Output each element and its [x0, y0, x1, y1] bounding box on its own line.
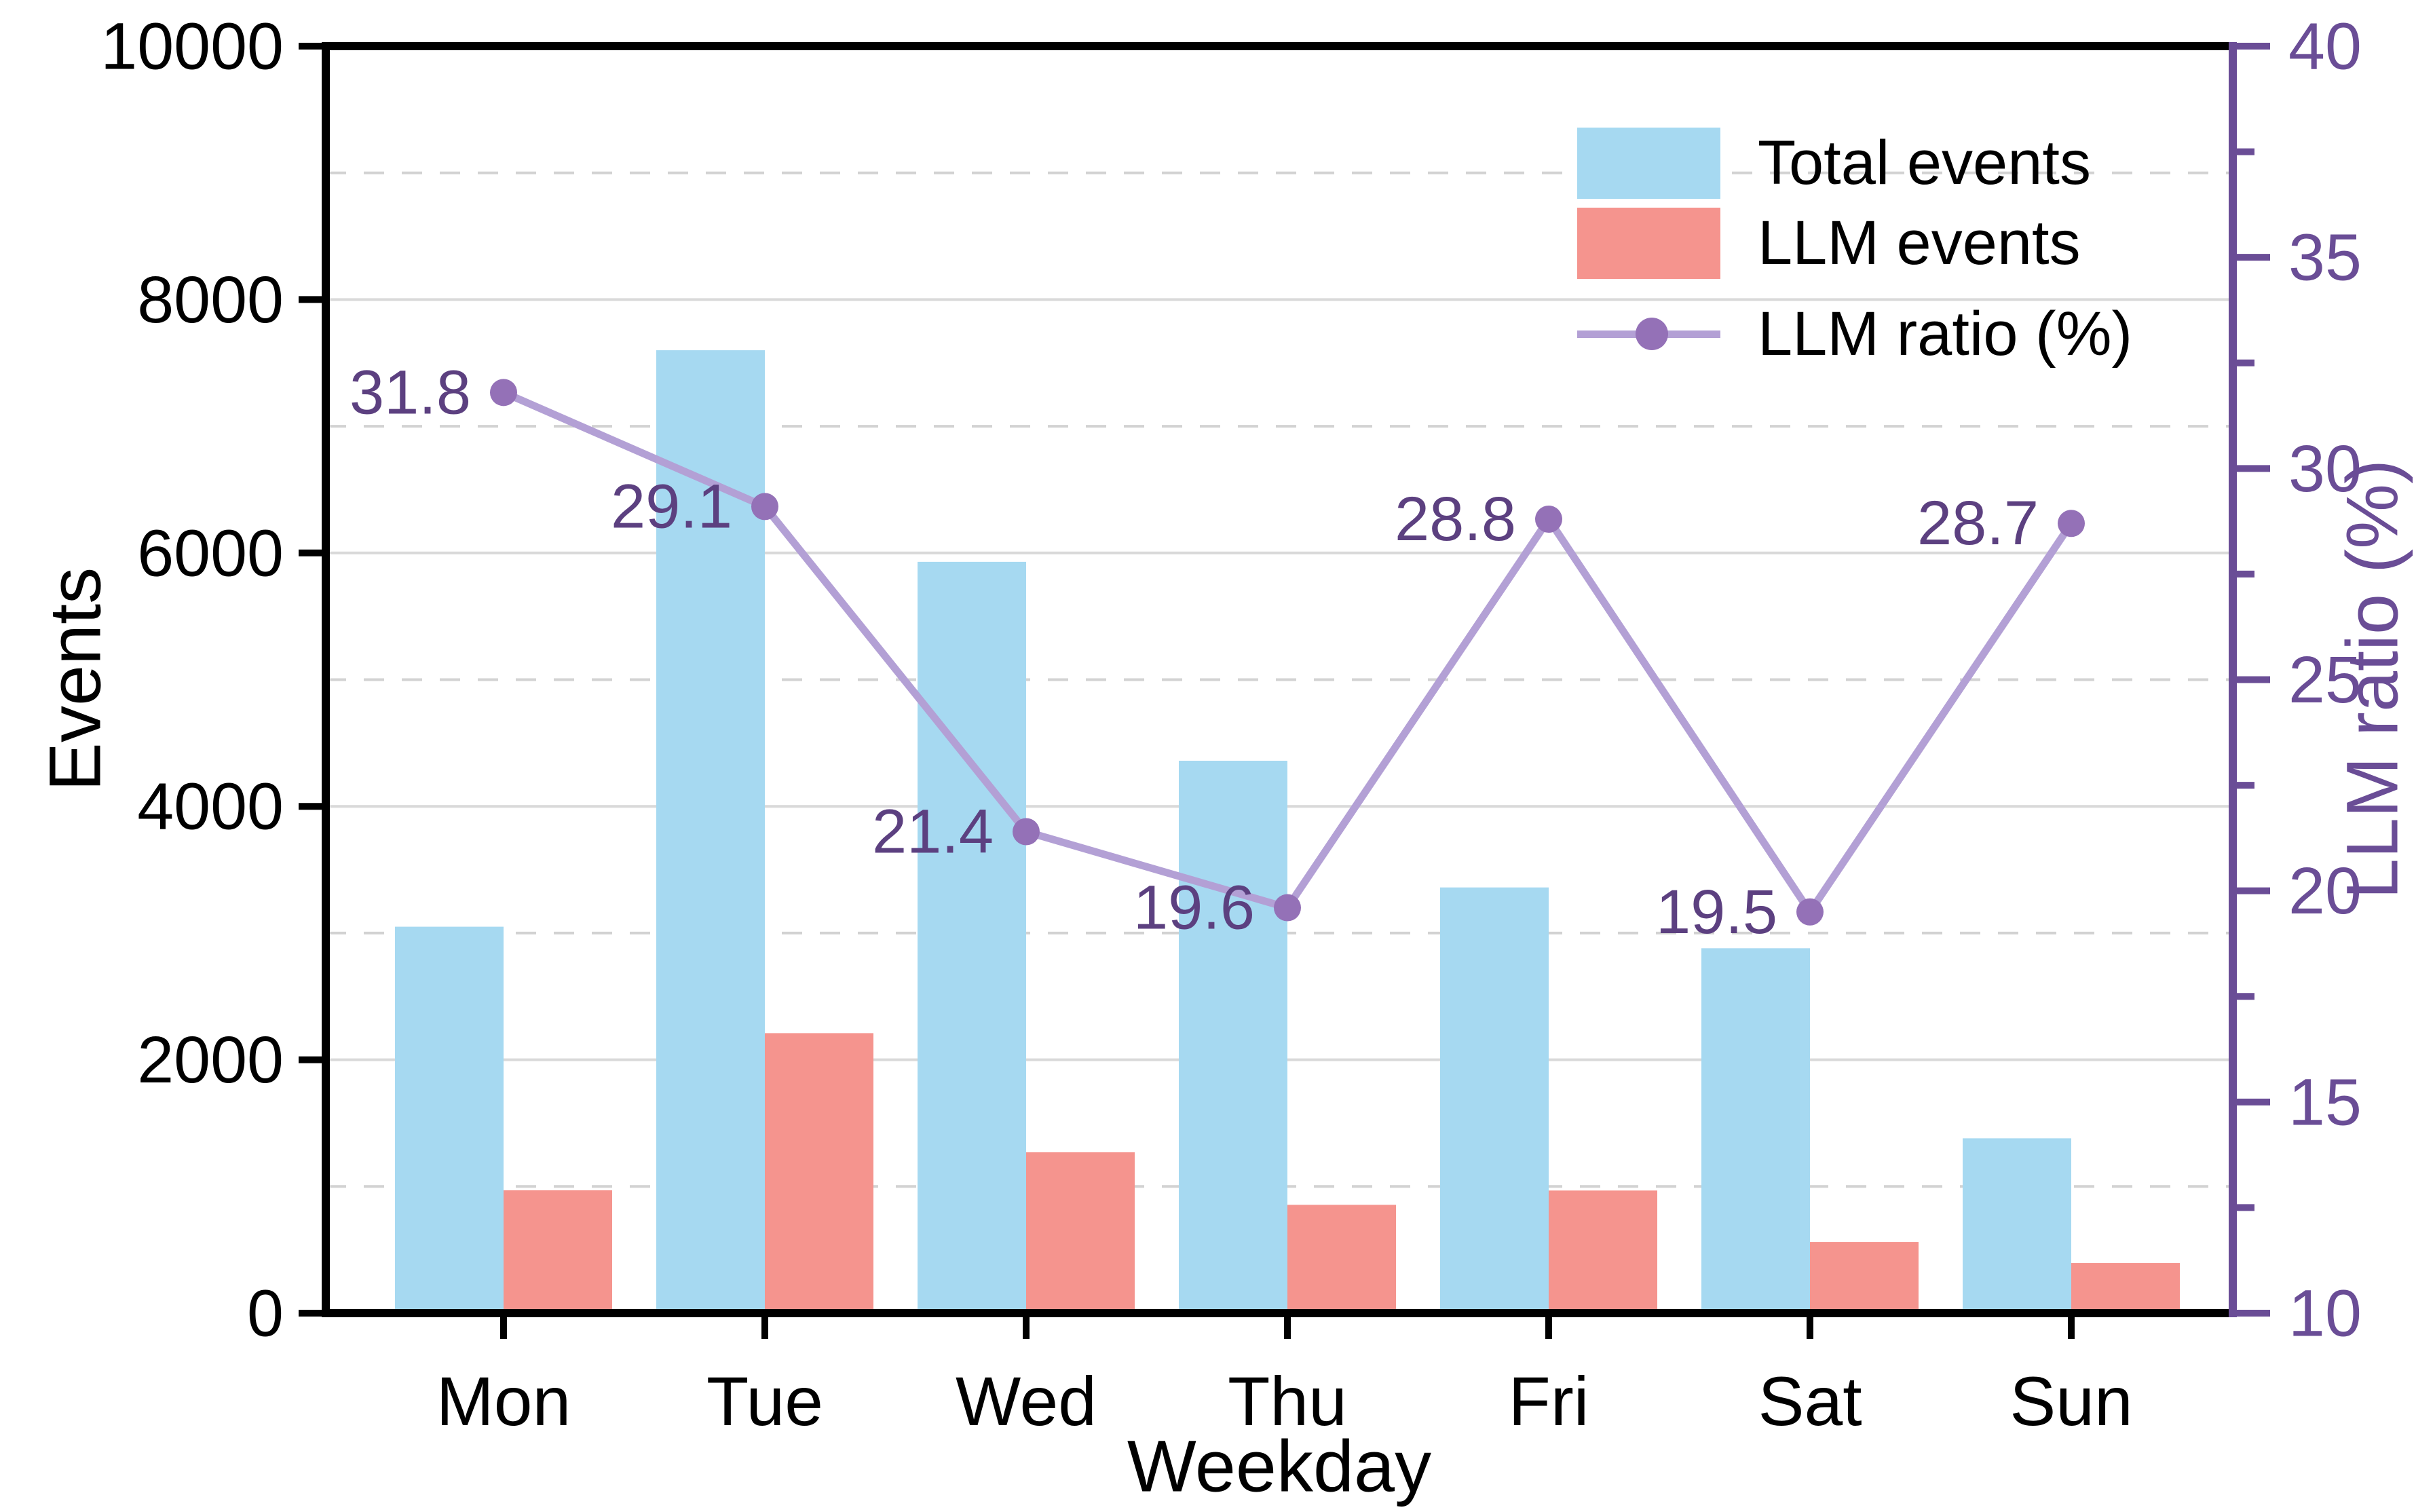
bar-llm-events-fri: [1549, 1190, 1657, 1313]
y2-axis-title: LLM ratio (%): [2330, 459, 2413, 900]
llm-ratio-marker-tue: [751, 493, 778, 521]
bar-llm-events-sat: [1810, 1242, 1919, 1313]
bar-total-events-sun: [1963, 1138, 2071, 1313]
bar-total-events-tue: [656, 350, 765, 1313]
llm-ratio-value-label-sat: 19.5: [1656, 877, 1777, 947]
llm-ratio-value-label-thu: 19.6: [1133, 873, 1255, 943]
llm-ratio-marker-wed: [1013, 818, 1040, 846]
right-tick-label: 30: [2288, 432, 2362, 506]
x-tick-label-fri: Fri: [1509, 1363, 1589, 1440]
bar-llm-events-wed: [1026, 1152, 1135, 1313]
bar-total-events-fri: [1440, 887, 1549, 1313]
bar-total-events-thu: [1179, 760, 1287, 1313]
llm-ratio-marker-fri: [1535, 506, 1562, 533]
right-tick-label: 25: [2288, 643, 2362, 717]
bar-total-events-mon: [395, 926, 504, 1313]
x-axis-title: Weekday: [1127, 1424, 1432, 1507]
llm-ratio-marker-thu: [1274, 894, 1301, 922]
llm-ratio-marker-sat: [1796, 898, 1824, 926]
bar-llm-events-tue: [765, 1033, 873, 1313]
llm-ratio-value-label-mon: 31.8: [350, 358, 471, 427]
llm-ratio-value-label-fri: 28.8: [1395, 485, 1516, 554]
left-tick-label: 0: [247, 1277, 284, 1350]
x-tick-label-sat: Sat: [1758, 1363, 1862, 1440]
left-tick-label: 10000: [100, 10, 284, 83]
left-tick-label: 2000: [137, 1023, 284, 1097]
llm-ratio-value-label-wed: 21.4: [872, 797, 994, 867]
llm-ratio-value-label-sun: 28.7: [1917, 489, 2039, 558]
bar-total-events-wed: [918, 561, 1026, 1313]
x-tick-label-wed: Wed: [956, 1363, 1097, 1440]
bar-llm-events-thu: [1287, 1205, 1396, 1313]
bar-total-events-sat: [1701, 948, 1810, 1313]
x-tick-label-thu: Thu: [1228, 1363, 1347, 1440]
bar-llm-events-sun: [2071, 1263, 2180, 1313]
left-tick-label: 4000: [137, 770, 284, 844]
right-tick-label: 35: [2288, 221, 2362, 295]
llm-ratio-marker-mon: [490, 379, 517, 407]
right-tick-label: 15: [2288, 1065, 2362, 1139]
x-tick-label-tue: Tue: [706, 1363, 823, 1440]
left-tick-label: 6000: [137, 516, 284, 590]
bar-llm-events-mon: [504, 1190, 612, 1313]
x-tick-label-sun: Sun: [2009, 1363, 2133, 1440]
llm-ratio-value-label-tue: 29.1: [611, 472, 732, 541]
right-tick-label: 10: [2288, 1277, 2362, 1350]
x-tick-label-mon: Mon: [436, 1363, 571, 1440]
left-tick-label: 8000: [137, 263, 284, 337]
right-tick-label: 40: [2288, 10, 2362, 83]
y-axis-title: Events: [33, 567, 116, 792]
right-tick-label: 20: [2288, 854, 2362, 928]
llm-ratio-marker-sun: [2058, 510, 2085, 537]
